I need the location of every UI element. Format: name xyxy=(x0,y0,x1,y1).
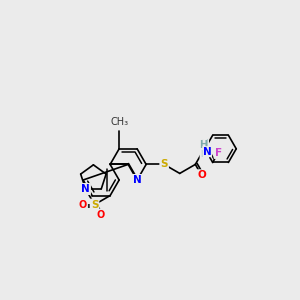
Text: O: O xyxy=(197,170,206,180)
Text: N: N xyxy=(203,147,212,157)
Text: CH₃: CH₃ xyxy=(110,117,128,128)
Text: O: O xyxy=(79,200,87,210)
Text: S: S xyxy=(160,159,168,170)
Text: F: F xyxy=(214,148,222,158)
Text: O: O xyxy=(96,210,104,220)
Text: S: S xyxy=(91,200,98,210)
Text: N: N xyxy=(81,184,90,194)
Text: H: H xyxy=(199,140,207,149)
Text: H
N: H N xyxy=(200,139,208,158)
Text: N: N xyxy=(133,175,142,185)
